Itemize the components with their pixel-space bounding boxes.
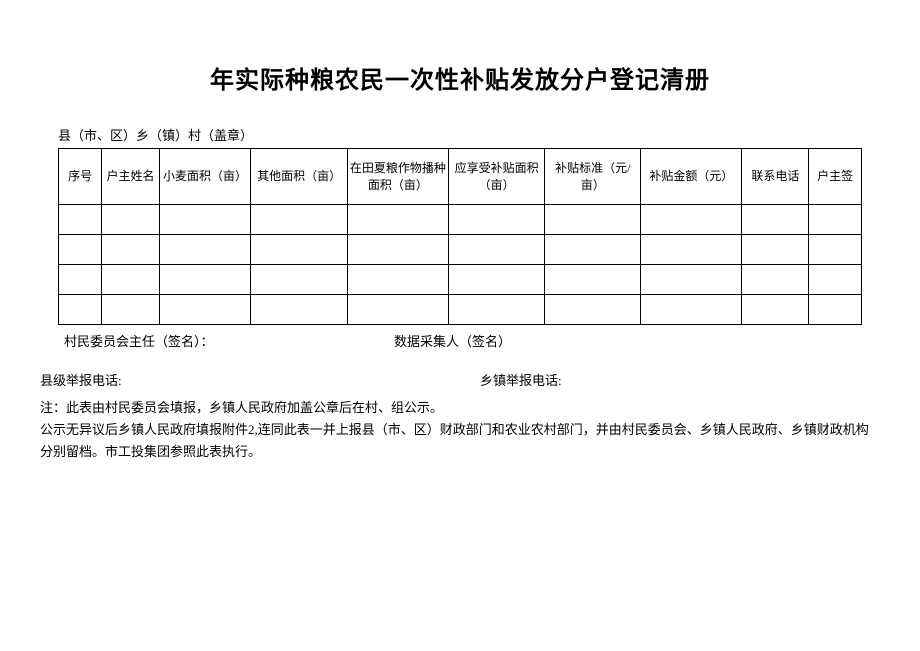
col-header-eligible: 应享受补贴面积（亩） bbox=[448, 149, 544, 205]
table-row bbox=[59, 265, 862, 295]
county-report-phone: 县级举报电话: bbox=[40, 370, 480, 389]
col-header-amount: 补贴金额（元） bbox=[641, 149, 742, 205]
col-header-name: 户主姓名 bbox=[102, 149, 159, 205]
table-header-row: 序号 户主姓名 小麦面积（亩） 其他面积（亩） 在田夏粮作物播种面积（亩） 应享… bbox=[59, 149, 862, 205]
note-line-1: 注：此表由村民委员会填报，乡镇人民政府加盖公章后在村、组公示。 bbox=[40, 397, 880, 419]
col-header-summer: 在田夏粮作物播种面积（亩） bbox=[347, 149, 448, 205]
note-line-2: 公示无异议后乡镇人民政府填报附件2,连同此表一并上报县（市、区）财政部门和农业农… bbox=[40, 419, 880, 463]
page-title: 年实际种粮农民一次性补贴发放分户登记清册 bbox=[40, 60, 880, 95]
committee-chair-sig: 村民委员会主任（签名）： bbox=[64, 331, 394, 350]
report-phone-line: 县级举报电话: 乡镇举报电话: bbox=[40, 370, 880, 389]
col-header-wheat: 小麦面积（亩） bbox=[159, 149, 251, 205]
town-report-phone: 乡镇举报电话: bbox=[480, 370, 562, 389]
table-row bbox=[59, 205, 862, 235]
col-header-seq: 序号 bbox=[59, 149, 102, 205]
notes-section: 注：此表由村民委员会填报，乡镇人民政府加盖公章后在村、组公示。 公示无异议后乡镇… bbox=[40, 397, 880, 463]
signature-line: 村民委员会主任（签名）： 数据采集人（签名） bbox=[40, 331, 880, 350]
data-collector-sig: 数据采集人（签名） bbox=[394, 331, 511, 350]
col-header-phone: 联系电话 bbox=[742, 149, 809, 205]
col-header-other: 其他面积（亩） bbox=[251, 149, 347, 205]
table-row bbox=[59, 235, 862, 265]
col-header-standard: 补贴标准（元/亩） bbox=[545, 149, 641, 205]
registration-table: 序号 户主姓名 小麦面积（亩） 其他面积（亩） 在田夏粮作物播种面积（亩） 应享… bbox=[58, 148, 862, 325]
col-header-sig: 户主签 bbox=[809, 149, 862, 205]
header-stamp-line: 县（市、区）乡（镇）村（盖章） bbox=[40, 125, 880, 144]
table-row bbox=[59, 295, 862, 325]
